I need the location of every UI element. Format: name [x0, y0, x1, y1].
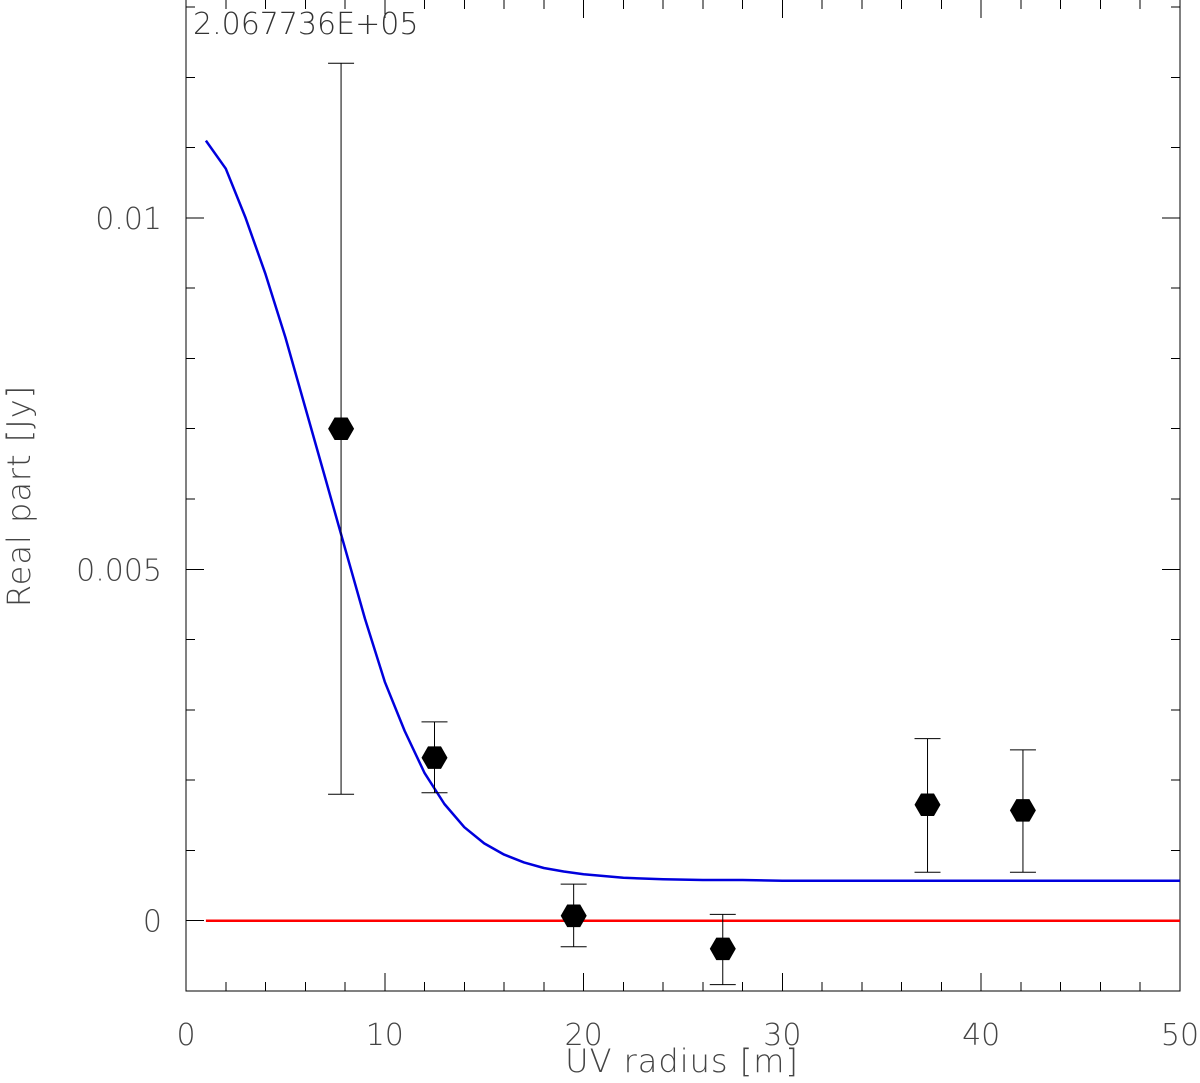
data-point-group [560, 883, 587, 948]
x-tick-label: 30 [763, 1018, 801, 1053]
plot-area [204, 62, 1180, 986]
data-point [421, 746, 448, 769]
y-tick-label: 0 [143, 905, 162, 940]
y-tick-label: 0.005 [76, 553, 162, 588]
x-tick-label: 10 [366, 1018, 404, 1053]
x-tick-label: 50 [1161, 1018, 1199, 1053]
x-tick-label: 0 [176, 1018, 195, 1053]
data-point-group [914, 738, 941, 873]
axes: 0 10 20 30 40 50 0 0.005 0.01 [76, 0, 1199, 1053]
data-point-group [1009, 749, 1036, 873]
data-point [914, 793, 941, 816]
data-point [709, 937, 736, 961]
corner-label: 2.067736E+05 [193, 7, 418, 42]
x-tick-label: 40 [962, 1018, 1000, 1053]
data-point [328, 417, 355, 440]
data-point-group [709, 913, 736, 986]
data-point-group [421, 721, 448, 794]
y-axis-title: Real part [Jy] [0, 385, 38, 607]
x-axis-title: UV radius [m] [565, 1042, 799, 1080]
y-tick-label: 0.01 [95, 202, 162, 237]
plot-frame [185, 0, 1181, 992]
data-point [560, 904, 587, 928]
data-point [1009, 799, 1036, 822]
data-point-group [328, 62, 355, 795]
model-curve [204, 139, 1180, 882]
x-tick-label: 20 [565, 1018, 603, 1053]
